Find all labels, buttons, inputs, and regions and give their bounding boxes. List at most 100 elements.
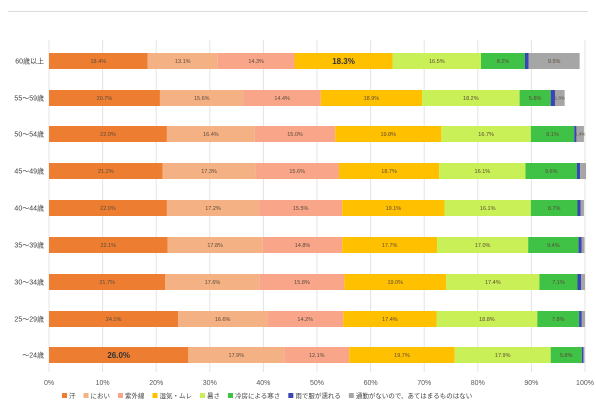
x-tick-label: 60% xyxy=(364,380,378,387)
bar-segment xyxy=(49,347,189,363)
bar-segment xyxy=(49,311,179,327)
legend-swatch xyxy=(83,393,89,398)
bar-segment xyxy=(49,90,160,106)
data-label: 7.1% xyxy=(552,280,565,286)
bar-segment xyxy=(422,90,520,106)
bar-segment xyxy=(524,53,529,69)
data-label: 24.1% xyxy=(106,317,122,323)
data-label: 17.8% xyxy=(207,243,223,249)
bar-segment xyxy=(530,126,575,142)
category-label: ～24歳 xyxy=(22,351,44,360)
data-label: 15.6% xyxy=(194,96,210,102)
x-tick-label: 80% xyxy=(471,380,485,387)
x-tick-label: 40% xyxy=(256,380,270,387)
data-label: 8.2% xyxy=(497,59,510,65)
bar-segment xyxy=(578,237,582,253)
legend-label: 暑さ xyxy=(207,392,220,400)
data-label: 8.7% xyxy=(548,206,561,212)
bar-segment xyxy=(344,274,447,290)
data-label: 22.0% xyxy=(100,132,116,138)
data-label: 18.8% xyxy=(479,317,495,323)
x-tick-label: 10% xyxy=(96,380,110,387)
legend-swatch xyxy=(348,393,354,398)
bar-segment xyxy=(254,126,336,142)
data-label: 19.0% xyxy=(387,280,403,286)
bar-segment xyxy=(581,237,585,253)
bar-segment xyxy=(162,163,256,179)
bar-segment xyxy=(444,200,531,216)
bar-segment xyxy=(335,126,442,142)
x-tick-label: 20% xyxy=(149,380,163,387)
data-label: 16.4% xyxy=(203,132,219,138)
data-label: 22.1% xyxy=(100,243,116,249)
bar-segment xyxy=(579,311,582,327)
x-tick-label: 50% xyxy=(310,380,324,387)
data-label: 19.8% xyxy=(380,132,396,138)
category-label: 40～44歳 xyxy=(14,204,44,213)
data-label: 14.2% xyxy=(297,317,313,323)
data-label: 17.4% xyxy=(382,317,398,323)
data-label: 16.6% xyxy=(215,317,231,323)
data-label: 15.6% xyxy=(289,169,305,175)
bar-segment xyxy=(294,53,393,69)
bar-segment xyxy=(49,200,167,216)
legend-swatch xyxy=(200,393,205,398)
bar-segment xyxy=(188,347,285,363)
data-label: 14.4% xyxy=(274,96,290,102)
data-label: 9.6% xyxy=(545,169,558,175)
bar-segment xyxy=(49,163,163,179)
bar-segment xyxy=(446,274,540,290)
bar-segment xyxy=(49,237,168,253)
bar-segment xyxy=(342,237,438,253)
legend-label: におい xyxy=(91,392,111,400)
data-label: 20.7% xyxy=(97,96,113,102)
legend-swatch xyxy=(152,393,158,398)
bar-segment xyxy=(320,90,423,106)
category-label: 35～39歳 xyxy=(14,241,44,250)
data-label: 9.5% xyxy=(548,59,561,65)
legend-swatch xyxy=(288,393,294,398)
bar-segment xyxy=(49,53,148,69)
bar-segment xyxy=(342,200,445,216)
data-label: 17.9% xyxy=(495,353,511,359)
bar-segment xyxy=(255,163,339,179)
bar-segment xyxy=(166,126,255,142)
data-label: 17.2% xyxy=(205,206,221,212)
bar-segment xyxy=(262,237,343,253)
data-label: 22.0% xyxy=(100,206,116,212)
data-label: 17.6% xyxy=(205,280,221,286)
category-label: 50～54歳 xyxy=(14,130,44,139)
data-label: 5.8% xyxy=(529,96,542,102)
bar-segment xyxy=(528,53,580,69)
bar-segment xyxy=(259,200,343,216)
bar-segment xyxy=(343,311,437,327)
data-label: 16.5% xyxy=(429,59,445,65)
legend-label: 汗 xyxy=(69,392,76,400)
x-tick-label: 70% xyxy=(417,380,431,387)
data-label: 19.7% xyxy=(394,353,410,359)
x-tick-label: 0% xyxy=(44,380,54,387)
data-label: 9.4% xyxy=(547,243,560,249)
legend-label: 冷房による寒さ xyxy=(235,391,280,400)
data-label: 18.2% xyxy=(463,96,479,102)
bar-segment xyxy=(580,200,584,216)
category-label: 45～49歳 xyxy=(14,167,44,176)
bar-segment xyxy=(580,163,587,179)
bar-segment xyxy=(284,347,350,363)
bar-segment xyxy=(338,163,440,179)
bar-segment xyxy=(581,274,585,290)
data-label: 8.1% xyxy=(546,132,559,138)
bar-segment xyxy=(528,237,579,253)
bar-segment xyxy=(441,126,531,142)
data-label: 17.7% xyxy=(382,243,398,249)
bar-segment xyxy=(576,163,581,179)
bar-segment xyxy=(437,237,529,253)
category-label: 30～34歳 xyxy=(14,278,44,287)
bar-segment xyxy=(577,274,582,290)
data-label: 17.9% xyxy=(229,353,245,359)
bar-segment xyxy=(530,200,578,216)
data-label: 15.8% xyxy=(294,280,310,286)
bar-segment xyxy=(550,90,555,106)
data-label: 18.4% xyxy=(91,59,107,65)
